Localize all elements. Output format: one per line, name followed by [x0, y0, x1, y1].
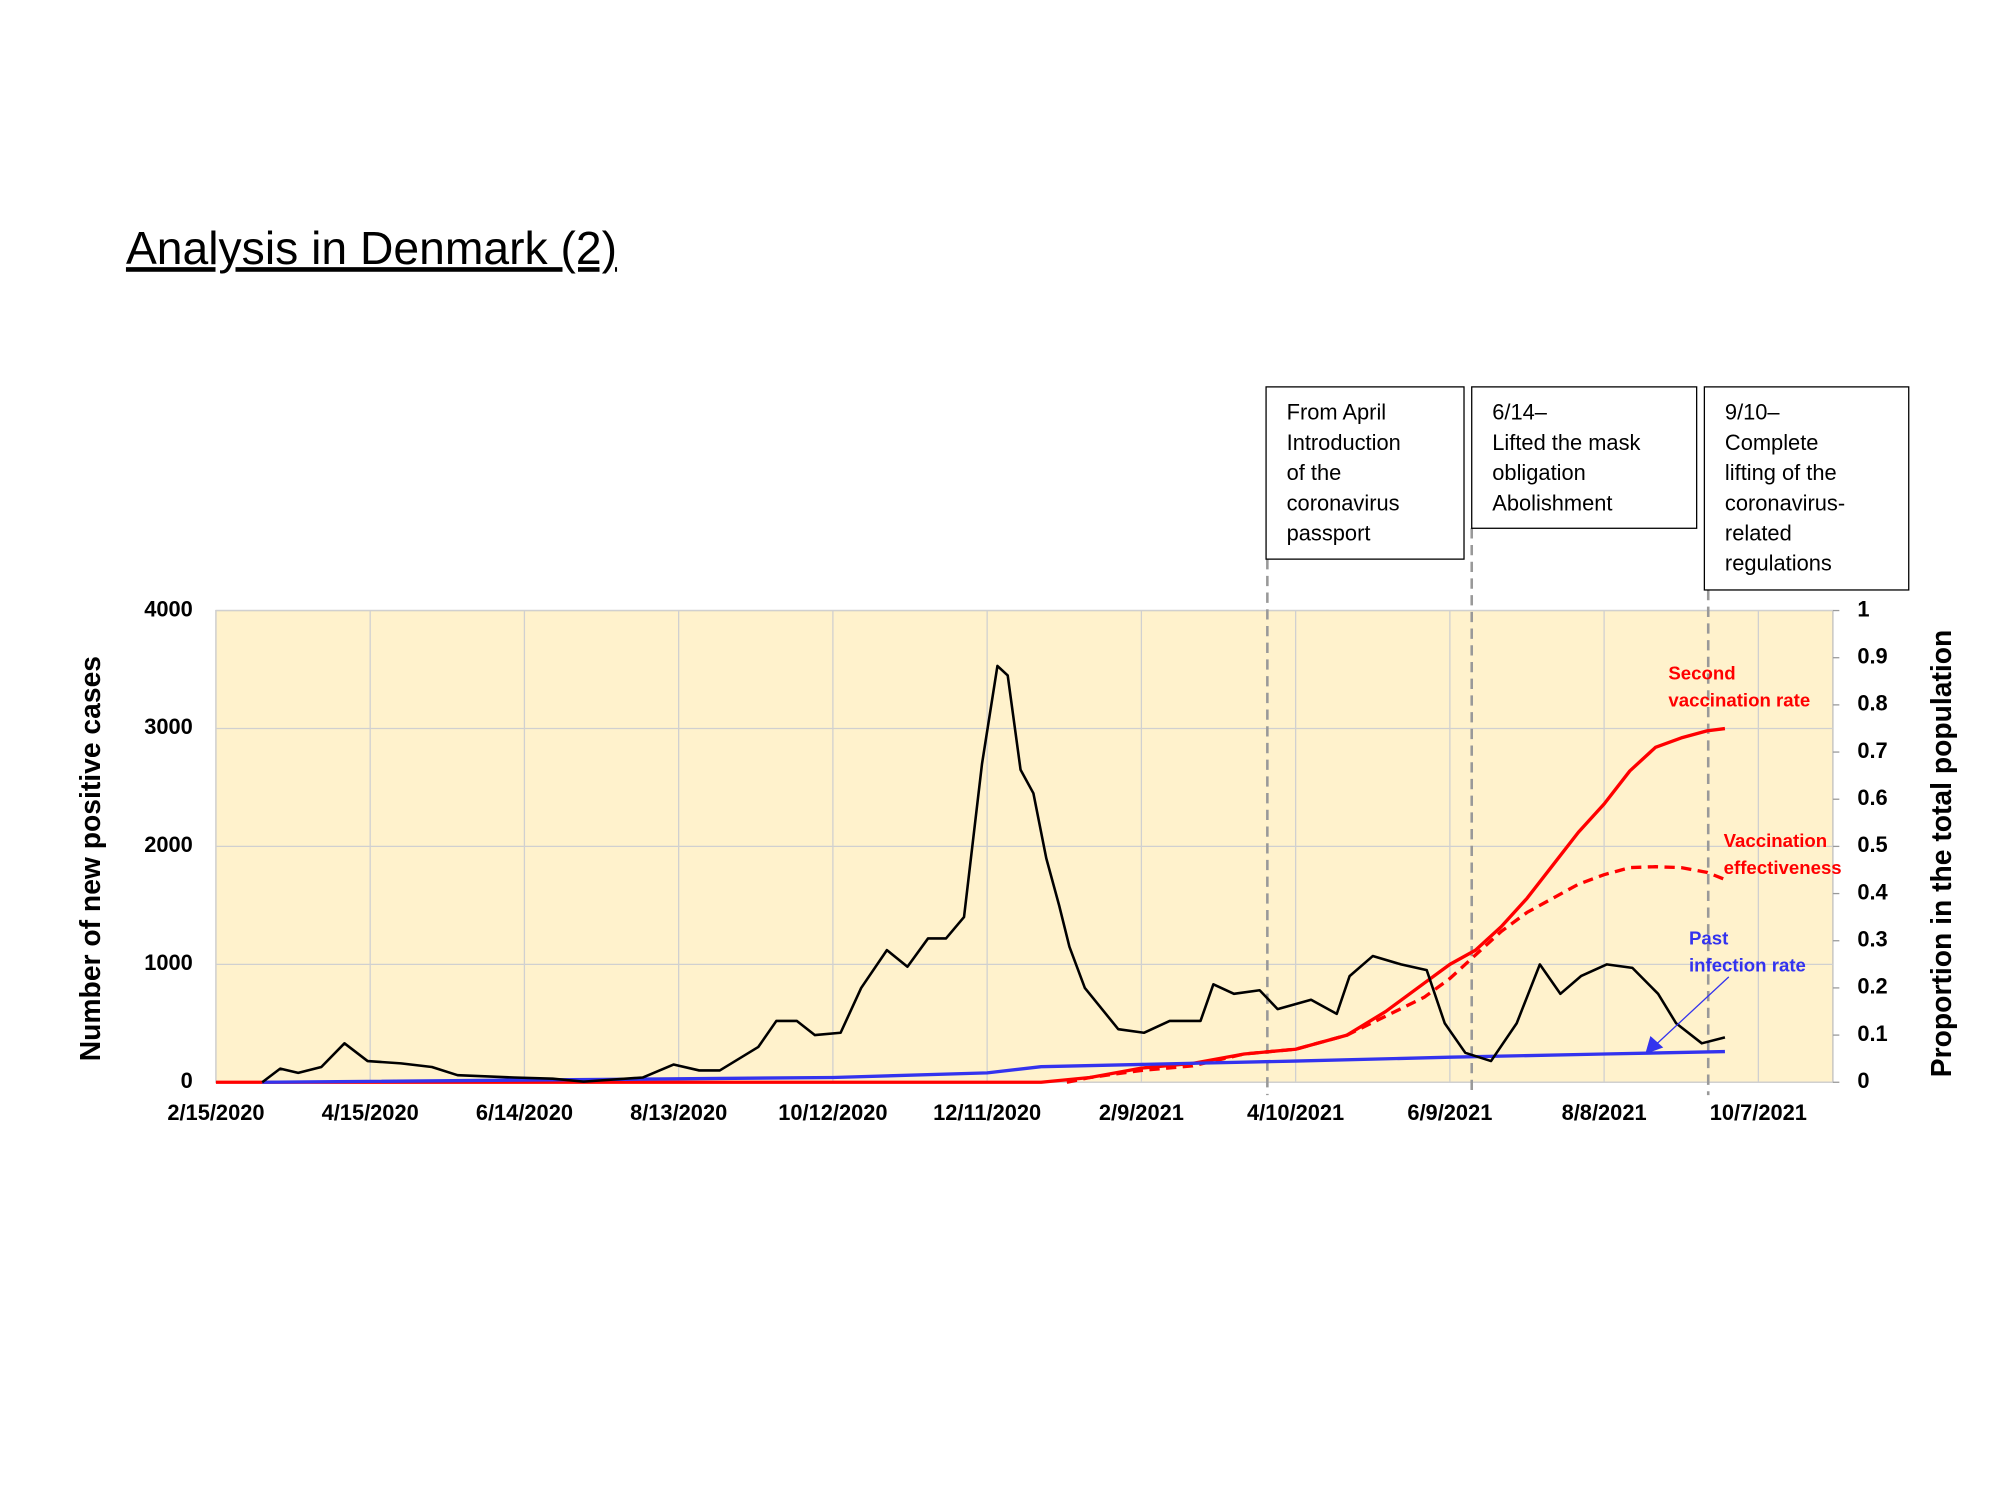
annotation-text: related: [1725, 520, 1792, 545]
y-axis-title: Number of new positive cases: [74, 656, 106, 1061]
x-tick-label: 12/11/2020: [933, 1100, 1041, 1125]
series-label: Past: [1689, 928, 1728, 949]
annotation-text: coronavirus: [1287, 490, 1400, 515]
annotation-box: [1265, 386, 1465, 560]
annotation-text: passport: [1287, 520, 1371, 545]
x-tick-label: 8/8/2021: [1562, 1100, 1647, 1125]
y2-tick-label: 0.3: [1857, 927, 1887, 952]
series-label: effectiveness: [1724, 857, 1842, 878]
y2-tick-label: 0.5: [1857, 832, 1887, 857]
x-tick-label: 10/7/2021: [1710, 1100, 1807, 1125]
y2-tick-label: 0.2: [1857, 974, 1887, 999]
y2-tick-label: 0.8: [1857, 691, 1887, 716]
series-label: infection rate: [1689, 955, 1806, 976]
annotation-box: [1703, 386, 1910, 591]
series-line: [261, 664, 1726, 1084]
annotation-text: From April: [1287, 400, 1387, 425]
y-tick-label: 0: [181, 1068, 193, 1093]
arrow: [1655, 976, 1730, 1046]
annotation-text: Introduction: [1287, 430, 1401, 455]
x-tick-label: 4/15/2020: [322, 1100, 419, 1125]
x-tick-label: 2/9/2021: [1099, 1100, 1184, 1125]
y2-tick-label: 1: [1857, 596, 1869, 621]
x-tick-label: 4/10/2021: [1247, 1100, 1344, 1125]
annotation-text: obligation: [1492, 460, 1586, 485]
y-tick-label: 3000: [144, 714, 193, 739]
x-tick-label: 6/9/2021: [1407, 1100, 1492, 1125]
annotation-text: Complete: [1725, 430, 1819, 455]
y2-tick-label: 0.1: [1857, 1021, 1887, 1046]
y2-tick-label: 0.7: [1857, 738, 1887, 763]
x-tick-label: 6/14/2020: [476, 1100, 573, 1125]
annotation-text: regulations: [1725, 551, 1832, 576]
y2-tick-label: 0.4: [1857, 879, 1888, 904]
annotation-box: [1471, 386, 1698, 529]
y2-axis-title: Proportion in the total population: [1925, 630, 1957, 1077]
series-label: vaccination rate: [1668, 690, 1810, 711]
annotation-text: Abolishment: [1492, 490, 1612, 515]
annotation-text: Lifted the mask: [1492, 430, 1640, 455]
arrow-head: [1645, 1035, 1664, 1054]
annotation-text: 9/10–: [1725, 400, 1781, 425]
series-label: Vaccination: [1724, 830, 1828, 851]
y-tick-label: 1000: [144, 950, 193, 975]
y2-tick-label: 0: [1857, 1068, 1869, 1093]
x-tick-label: 8/13/2020: [630, 1100, 727, 1125]
y2-tick-label: 0.9: [1857, 643, 1887, 668]
series-line: [215, 726, 1726, 1084]
annotation-text: of the: [1287, 460, 1342, 485]
y-tick-label: 2000: [144, 832, 193, 857]
y-tick-label: 4000: [144, 596, 193, 621]
series-label: Second: [1668, 663, 1735, 684]
series-line: [1066, 865, 1726, 1084]
annotation-text: 6/14–: [1492, 400, 1548, 425]
y2-tick-label: 0.6: [1857, 785, 1887, 810]
annotation-text: coronavirus-: [1725, 490, 1845, 515]
x-tick-label: 2/15/2020: [167, 1100, 264, 1125]
series-line: [262, 1049, 1725, 1084]
chart-title: Analysis in Denmark (2): [126, 222, 617, 274]
annotation-text: lifting of the: [1725, 460, 1837, 485]
x-tick-label: 10/12/2020: [778, 1100, 887, 1125]
